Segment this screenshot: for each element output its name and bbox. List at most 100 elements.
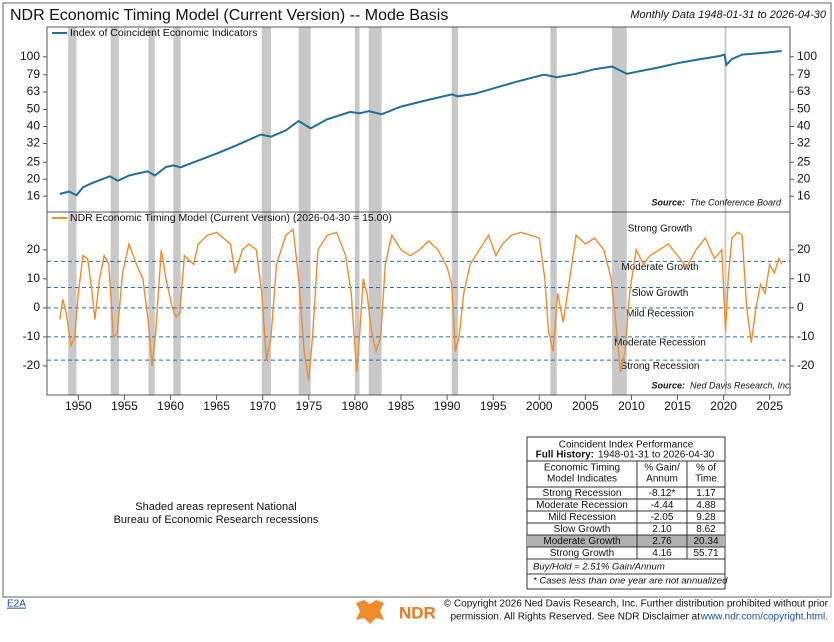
legend-label: NDR Economic Timing Model (Current Versi… xyxy=(70,212,392,224)
recession-band xyxy=(261,27,272,212)
y-tick-label: 100 xyxy=(20,49,40,63)
y-tick-label: 63 xyxy=(27,84,41,98)
recession-band xyxy=(110,212,119,395)
y-tick-label: 16 xyxy=(797,188,811,202)
logo-text: NDR xyxy=(399,603,436,622)
legend-label: Index of Coincident Economic Indicators xyxy=(70,27,257,39)
recession-band xyxy=(451,212,459,395)
zone-label: Slow Growth xyxy=(632,288,689,299)
plot-frame xyxy=(46,211,791,396)
x-tick-label: 1955 xyxy=(111,399,138,413)
x-tick-label: 2025 xyxy=(756,399,783,413)
x-tick-label: 1970 xyxy=(249,399,276,413)
table-cell: Strong Recession xyxy=(543,488,622,499)
table-cell: 1.17 xyxy=(696,488,716,499)
note: Shaded areas represent National xyxy=(135,501,296,513)
recession-band xyxy=(298,27,311,212)
recession-band xyxy=(724,27,727,212)
table-cell: 20.34 xyxy=(693,536,718,547)
y-tick-label: 0 xyxy=(797,300,804,314)
table-cell: 9.28 xyxy=(696,512,716,523)
copyright: © Copyright 2026 Ned Davis Research, Inc… xyxy=(444,599,829,610)
table-cell: -8.12* xyxy=(649,488,676,499)
table-cell: Moderate Growth xyxy=(543,536,620,547)
zone-label: Strong Growth xyxy=(628,224,692,235)
x-tick-label: 1985 xyxy=(388,399,415,413)
recession-band xyxy=(354,212,360,395)
x-tick-label: 1980 xyxy=(342,399,369,413)
y-tick-label: 32 xyxy=(797,136,811,150)
table-cell: 4.16 xyxy=(652,548,672,559)
zone-label: Strong Recession xyxy=(621,361,700,372)
y-tick-label: -20 xyxy=(797,358,815,372)
x-tick-label: 1990 xyxy=(434,399,461,413)
recession-band xyxy=(368,27,382,212)
y-tick-label: 79 xyxy=(27,67,41,81)
x-tick-label: 1965 xyxy=(203,399,230,413)
table-cell: 2.10 xyxy=(652,524,672,535)
table-frame xyxy=(526,436,726,590)
recession-band xyxy=(550,212,557,395)
table-cell: Slow Growth xyxy=(554,524,611,535)
copyright: permission. All Rights Reserved. See NDR… xyxy=(450,612,700,623)
table-header: % Gain/ xyxy=(644,463,680,474)
series-line xyxy=(59,50,782,197)
recession-band xyxy=(354,27,360,212)
logo-mark xyxy=(356,600,384,624)
recession-band xyxy=(148,27,155,212)
table-cell: -4.44 xyxy=(651,500,674,511)
recession-band xyxy=(368,212,382,395)
table-title: Coincident Index Performance xyxy=(559,440,694,451)
x-tick-label: 1975 xyxy=(295,399,322,413)
subtitle: Monthly Data 1948-01-31 to 2026-04-30 xyxy=(630,9,827,21)
y-tick-label: -10 xyxy=(797,329,815,343)
table-header: Economic Timing xyxy=(544,463,620,474)
y-tick-label: 63 xyxy=(797,84,811,98)
table-cell: -2.05 xyxy=(651,512,674,523)
recession-band xyxy=(173,212,181,395)
note: Bureau of Economic Research recessions xyxy=(114,514,319,526)
table-cell: 55.71 xyxy=(693,548,718,559)
table-history: 1948-01-31 to 2026-04-30 xyxy=(598,450,715,461)
source-label: Source: xyxy=(651,197,685,207)
y-tick-label: 25 xyxy=(797,154,811,168)
y-tick-label: 79 xyxy=(797,67,811,81)
y-tick-label: 0 xyxy=(33,300,40,314)
y-tick-label: 25 xyxy=(27,154,41,168)
table-cell: Strong Growth xyxy=(550,548,614,559)
y-tick-label: 40 xyxy=(797,119,811,133)
x-tick-label: 1950 xyxy=(65,399,92,413)
y-tick-label: 50 xyxy=(797,102,811,116)
recession-band xyxy=(298,212,311,395)
source: Ned Davis Research, Inc. xyxy=(690,380,792,390)
table-cell: 8.62 xyxy=(696,524,716,535)
table-highlight xyxy=(527,535,725,547)
footer-code: E2A xyxy=(7,599,26,610)
y-tick-label: 50 xyxy=(27,102,41,116)
table-note: Buy/Hold = 2.51% Gain/Annum xyxy=(533,562,665,573)
recession-band xyxy=(110,27,119,212)
recession-band xyxy=(68,212,77,395)
recession-band xyxy=(148,212,155,395)
y-tick-label: 20 xyxy=(797,171,811,185)
title: NDR Economic Timing Model (Current Versi… xyxy=(10,7,448,24)
x-tick-label: 2020 xyxy=(710,399,737,413)
y-tick-label: 32 xyxy=(27,136,41,150)
x-tick-label: 2000 xyxy=(526,399,553,413)
table-header: Annum xyxy=(646,474,678,485)
y-tick-label: -10 xyxy=(23,329,41,343)
y-tick-label: 100 xyxy=(797,49,817,63)
table-cell: Mild Recession xyxy=(548,512,616,523)
y-tick-label: 20 xyxy=(27,242,41,256)
y-tick-label: 10 xyxy=(27,271,41,285)
table-note: * Cases less than one year are not annua… xyxy=(533,576,728,587)
series-line xyxy=(59,228,783,381)
x-tick-label: 1960 xyxy=(157,399,184,413)
y-tick-label: -20 xyxy=(23,358,41,372)
source: The Conference Board xyxy=(690,197,782,207)
zone-label: Moderate Recession xyxy=(614,338,706,349)
y-tick-label: 20 xyxy=(27,171,41,185)
recession-band xyxy=(451,27,459,212)
x-tick-label: 2005 xyxy=(572,399,599,413)
